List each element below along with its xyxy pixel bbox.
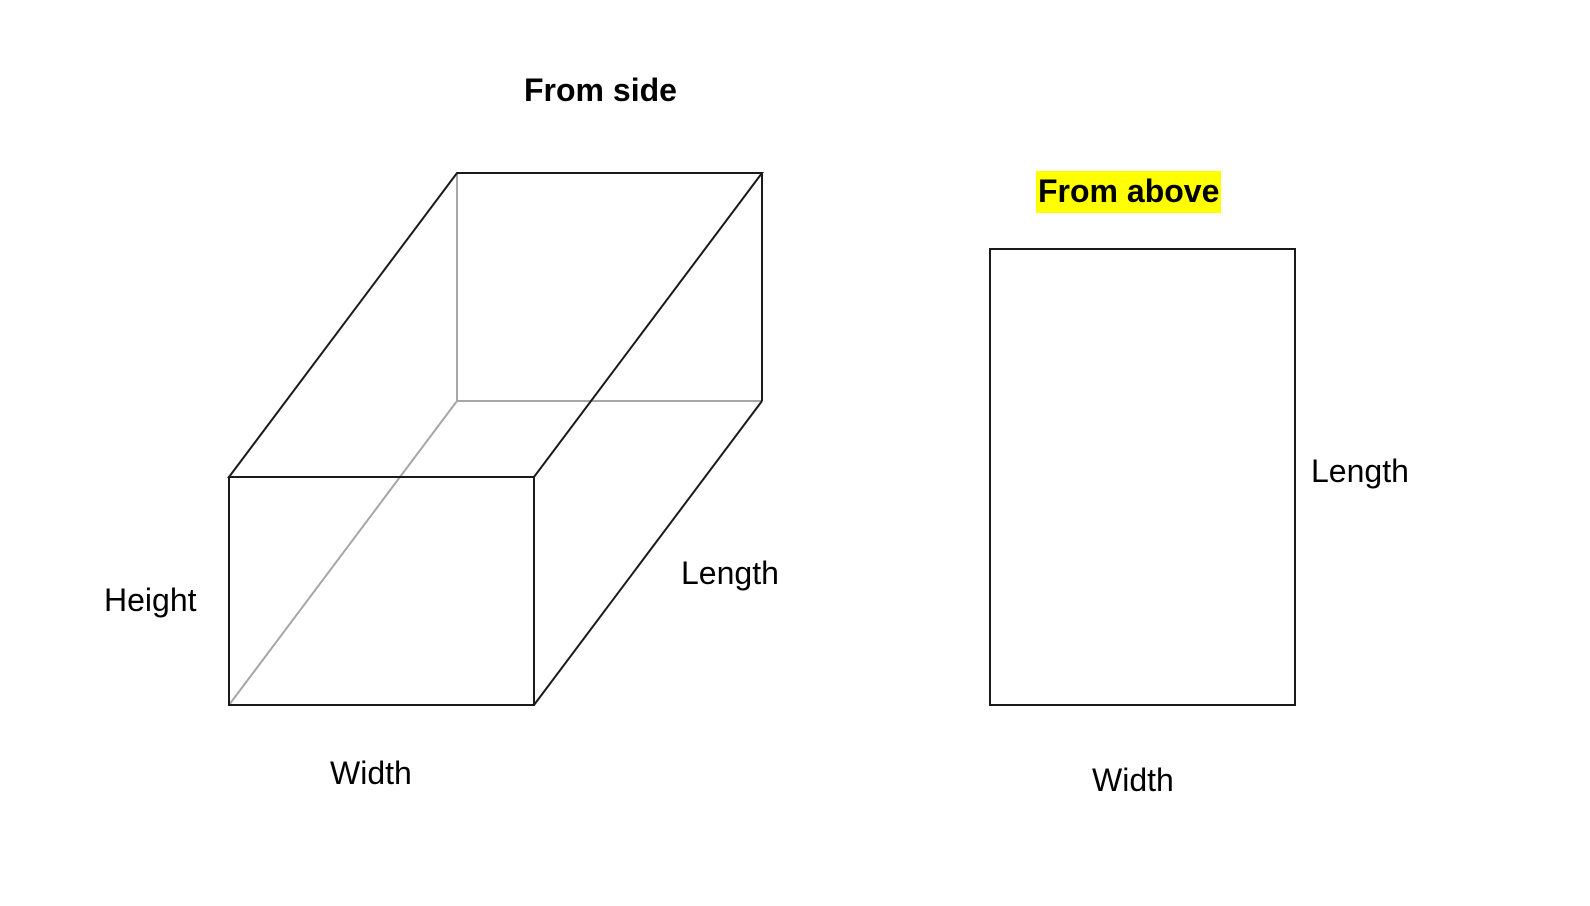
top-width-label: Width — [1092, 762, 1174, 798]
box-visible-edges — [227, 172, 764, 706]
box-front-face — [228, 476, 535, 706]
top-view-title: From above — [1036, 171, 1222, 213]
side-width-label: Width — [330, 755, 412, 791]
side-length-label: Length — [681, 555, 779, 591]
box-hidden-edges — [228, 173, 762, 706]
box-right-bottom-edge — [533, 400, 763, 706]
top-view-rectangle — [989, 248, 1296, 706]
top-length-label: Length — [1311, 453, 1409, 489]
box-top-face — [227, 172, 764, 478]
side-view-title: From side — [524, 72, 677, 108]
hidden-edge-diagonal — [228, 400, 458, 706]
side-height-label: Height — [104, 582, 197, 618]
